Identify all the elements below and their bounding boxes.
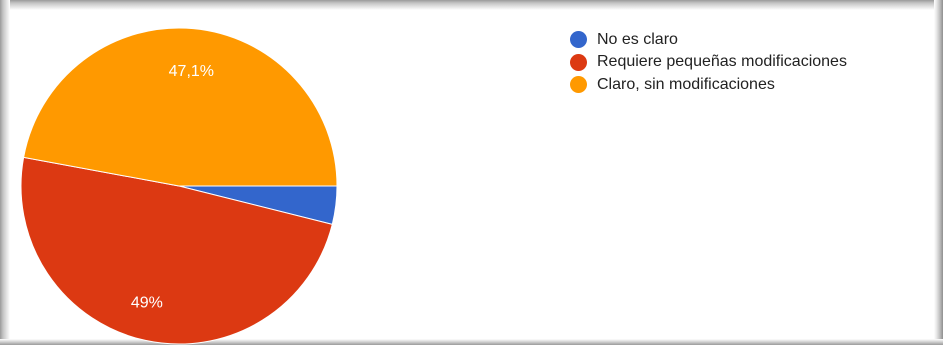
legend-label-no-es-claro: No es claro [597,30,678,48]
pie-slices [20,27,338,345]
panel-shadow-right [934,0,943,345]
panel-shadow-bottom [0,339,943,345]
legend-swatch-requiere-modificaciones [570,53,587,71]
pie-label-requiere-modificaciones: 49% [131,294,163,311]
legend-label-claro-sin-modificaciones: Claro, sin modificaciones [597,75,775,93]
pie-slice-labels: 49% 47,1% [131,63,214,311]
panel-shadow-top [0,0,943,10]
legend-item-requiere-modificaciones[interactable]: Requiere pequeñas modificaciones [570,52,847,73]
legend-swatch-claro-sin-modificaciones [570,76,587,93]
pie-label-claro-sin-modificaciones: 47,1% [169,63,214,80]
chart-legend: No es claro Requiere pequeñas modificaci… [570,29,847,97]
legend-label-requiere-modificaciones: Requiere pequeñas modificaciones [597,53,847,70]
pie-slice-requiere-modificaciones[interactable] [20,156,333,345]
legend-item-claro-sin-modificaciones[interactable]: Claro, sin modificaciones [570,74,847,95]
legend-item-no-es-claro[interactable]: No es claro [570,29,847,50]
legend-swatch-no-es-claro [570,31,587,48]
pie-slice-claro-sin-modificaciones[interactable] [23,27,338,187]
panel-shadow-left [0,0,10,345]
